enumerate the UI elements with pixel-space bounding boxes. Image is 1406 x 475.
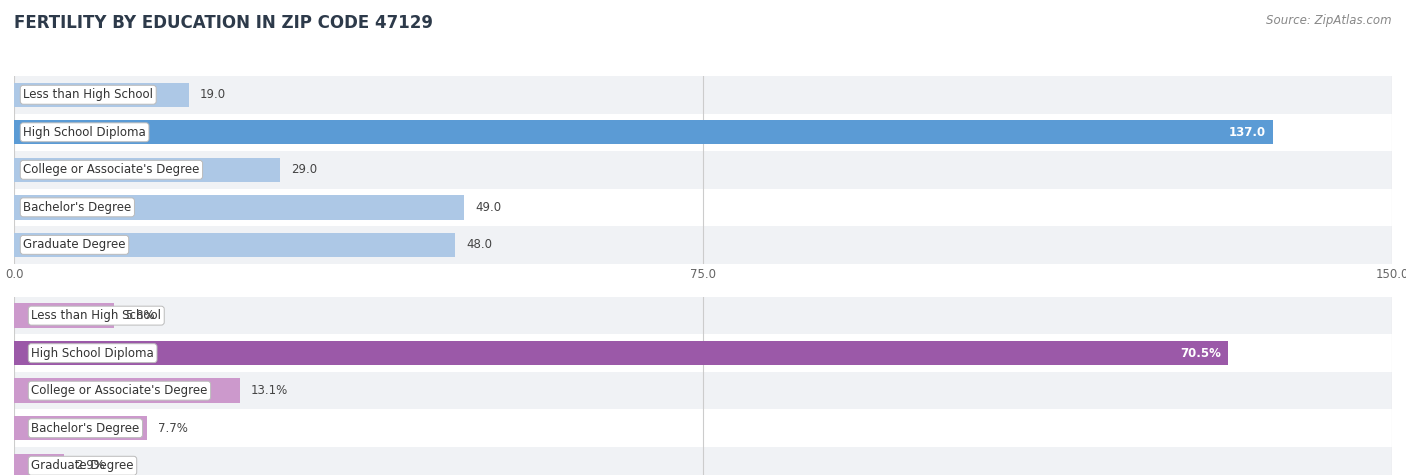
Text: High School Diploma: High School Diploma <box>31 347 155 360</box>
Bar <box>14 151 1392 189</box>
Bar <box>14 454 65 475</box>
Text: 13.1%: 13.1% <box>250 384 288 397</box>
Bar <box>14 341 1229 365</box>
Text: Source: ZipAtlas.com: Source: ZipAtlas.com <box>1267 14 1392 27</box>
Text: Less than High School: Less than High School <box>24 88 153 101</box>
Text: Less than High School: Less than High School <box>31 309 162 322</box>
Text: 7.7%: 7.7% <box>157 422 187 435</box>
Bar <box>14 297 1392 334</box>
Bar <box>14 189 1392 226</box>
Text: Bachelor's Degree: Bachelor's Degree <box>31 422 139 435</box>
Text: 49.0: 49.0 <box>475 201 502 214</box>
Bar <box>14 195 464 219</box>
Bar <box>14 409 1392 447</box>
Bar <box>14 372 1392 409</box>
Text: 5.8%: 5.8% <box>125 309 155 322</box>
Bar <box>14 120 1272 144</box>
Text: 2.9%: 2.9% <box>75 459 105 472</box>
Bar <box>14 334 1392 372</box>
Bar <box>14 233 456 257</box>
Text: Graduate Degree: Graduate Degree <box>31 459 134 472</box>
Text: FERTILITY BY EDUCATION IN ZIP CODE 47129: FERTILITY BY EDUCATION IN ZIP CODE 47129 <box>14 14 433 32</box>
Bar <box>14 447 1392 475</box>
Bar <box>14 114 1392 151</box>
Text: 48.0: 48.0 <box>465 238 492 251</box>
Text: High School Diploma: High School Diploma <box>24 126 146 139</box>
Text: 19.0: 19.0 <box>200 88 226 101</box>
Bar <box>14 83 188 107</box>
Bar <box>14 416 146 440</box>
Text: Graduate Degree: Graduate Degree <box>24 238 125 251</box>
Bar <box>14 304 114 328</box>
Bar <box>14 226 1392 264</box>
Bar <box>14 76 1392 114</box>
Text: College or Associate's Degree: College or Associate's Degree <box>24 163 200 176</box>
Text: College or Associate's Degree: College or Associate's Degree <box>31 384 208 397</box>
Text: 137.0: 137.0 <box>1229 126 1265 139</box>
Bar <box>14 379 239 403</box>
Text: 70.5%: 70.5% <box>1181 347 1222 360</box>
Text: Bachelor's Degree: Bachelor's Degree <box>24 201 132 214</box>
Text: 29.0: 29.0 <box>291 163 318 176</box>
Bar <box>14 158 280 182</box>
